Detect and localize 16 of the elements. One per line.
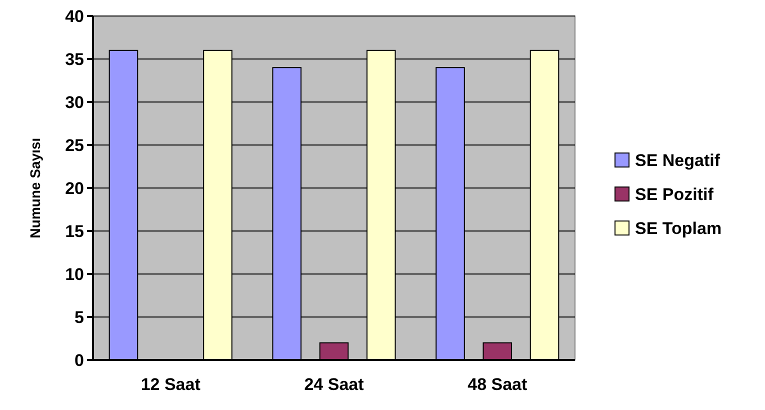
legend-label: SE Negatif: [635, 150, 720, 170]
y-tick-label: 35: [65, 50, 84, 69]
y-tick-label: 0: [74, 350, 84, 370]
y-tick-label: 40: [65, 6, 84, 26]
legend-label: SE Toplam: [635, 218, 722, 238]
y-tick-label: 30: [65, 92, 84, 112]
legend-label: SE Pozitif: [635, 184, 714, 204]
y-tick-label: 10: [65, 264, 84, 284]
y-tick-label: 5: [74, 308, 84, 327]
y-tick-label: 15: [65, 222, 84, 241]
x-tick-label: 48 Saat: [468, 375, 528, 394]
x-tick-label: 12 Saat: [140, 375, 201, 394]
y-tick-label: 25: [65, 136, 84, 155]
y-axis-title: Numune Sayısı: [27, 138, 43, 238]
x-tick-label: 24 Saat: [304, 375, 364, 394]
y-tick-label: 20: [65, 178, 84, 198]
